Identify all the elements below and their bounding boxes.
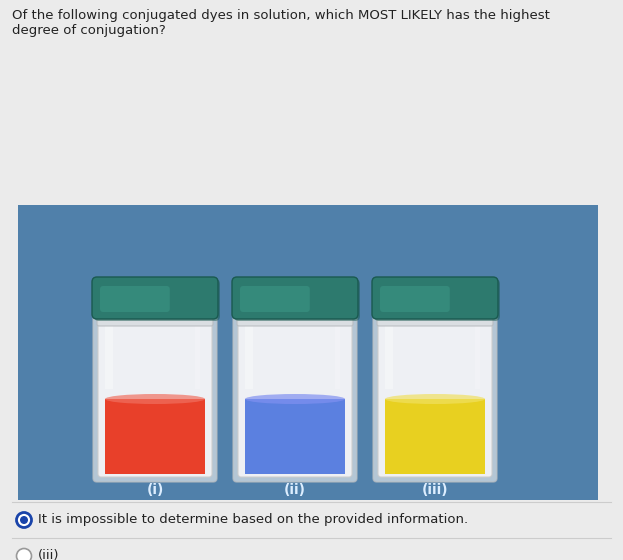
Bar xyxy=(195,320,200,389)
Bar xyxy=(385,320,393,389)
FancyBboxPatch shape xyxy=(98,311,212,477)
FancyBboxPatch shape xyxy=(232,277,358,319)
FancyBboxPatch shape xyxy=(92,277,218,319)
FancyBboxPatch shape xyxy=(372,277,498,319)
Ellipse shape xyxy=(105,394,205,404)
Bar xyxy=(245,399,345,474)
FancyBboxPatch shape xyxy=(380,286,450,312)
FancyBboxPatch shape xyxy=(377,304,493,326)
Circle shape xyxy=(16,512,32,528)
FancyBboxPatch shape xyxy=(374,279,500,321)
FancyBboxPatch shape xyxy=(234,279,360,321)
FancyBboxPatch shape xyxy=(373,306,497,482)
Circle shape xyxy=(20,516,28,524)
Text: (ii): (ii) xyxy=(284,483,306,497)
FancyBboxPatch shape xyxy=(238,311,352,477)
FancyBboxPatch shape xyxy=(94,279,220,321)
Bar xyxy=(335,320,340,389)
FancyBboxPatch shape xyxy=(378,311,492,477)
FancyBboxPatch shape xyxy=(100,286,170,312)
Text: (iii): (iii) xyxy=(38,549,60,560)
FancyBboxPatch shape xyxy=(233,306,357,482)
Text: Of the following conjugated dyes in solution, which MOST LIKELY has the highest: Of the following conjugated dyes in solu… xyxy=(12,9,550,22)
Circle shape xyxy=(16,548,32,560)
Bar xyxy=(245,320,253,389)
FancyBboxPatch shape xyxy=(97,304,213,326)
Bar xyxy=(105,399,205,474)
Ellipse shape xyxy=(245,394,345,404)
Ellipse shape xyxy=(385,394,485,404)
Bar xyxy=(475,320,480,389)
FancyBboxPatch shape xyxy=(240,286,310,312)
Bar xyxy=(18,205,598,500)
Text: (i): (i) xyxy=(146,483,164,497)
Text: degree of conjugation?: degree of conjugation? xyxy=(12,24,166,37)
Text: (iii): (iii) xyxy=(422,483,449,497)
FancyBboxPatch shape xyxy=(237,304,353,326)
Bar xyxy=(105,320,113,389)
Text: It is impossible to determine based on the provided information.: It is impossible to determine based on t… xyxy=(38,514,468,526)
FancyBboxPatch shape xyxy=(93,306,217,482)
Bar xyxy=(385,399,485,474)
